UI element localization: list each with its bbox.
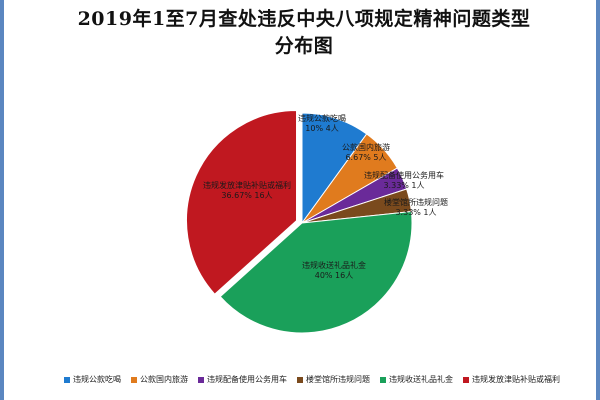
- slice-label-value: 36.67% 16人: [221, 191, 272, 200]
- legend-label: 楼堂馆所违规问题: [306, 375, 370, 384]
- slice-label-value: 3.33% 1人: [395, 208, 436, 217]
- slice-label-name: 违规公款吃喝: [298, 113, 346, 123]
- legend-label: 违规收送礼品礼金: [389, 375, 453, 384]
- legend-label: 违规配备使用公务用车: [207, 375, 287, 384]
- legend-item: 公款国内旅游: [131, 374, 188, 385]
- legend-label: 违规发放津贴补贴或福利: [472, 375, 560, 384]
- slice-label-value: 40% 16人: [315, 271, 354, 280]
- chart-title: 2019年1至7月查处违反中央八项规定精神问题类型: [77, 8, 531, 30]
- legend-item: 违规配备使用公务用车: [198, 374, 287, 385]
- legend-item: 违规公款吃喝: [64, 374, 121, 385]
- legend-item: 楼堂馆所违规问题: [297, 374, 370, 385]
- slice-label-value: 10% 4人: [305, 124, 338, 133]
- legend-label: 违规公款吃喝: [73, 375, 121, 384]
- legend-swatch: [64, 376, 70, 383]
- chart-legend: 违规公款吃喝 公款国内旅游 违规配备使用公务用车 楼堂馆所违规问题 违规收送礼品礼金 违规…: [64, 374, 584, 385]
- pie-slice: [186, 110, 298, 295]
- legend-swatch: [380, 376, 386, 383]
- slice-label-name: 违规收送礼品礼金: [302, 260, 366, 270]
- pie-slice: [219, 210, 413, 334]
- slice-label-name: 违规发放津贴补贴或福利: [203, 180, 291, 190]
- chart-title-line2: 分布图: [274, 35, 334, 57]
- legend-swatch: [297, 376, 303, 383]
- slice-label-name: 楼堂馆所违规问题: [384, 197, 448, 207]
- legend-label: 公款国内旅游: [140, 375, 188, 384]
- slice-label-value: 3.33% 1人: [383, 181, 424, 190]
- slice-label-value: 6.67% 5人: [345, 153, 386, 162]
- slice-label-name: 公款国内旅游: [342, 142, 390, 152]
- slice-label-name: 违规配备使用公务用车: [364, 170, 444, 180]
- legend-item: 违规发放津贴补贴或福利: [463, 374, 560, 385]
- legend-swatch: [131, 376, 137, 383]
- legend-item: 违规收送礼品礼金: [380, 374, 453, 385]
- legend-swatch: [463, 376, 469, 383]
- legend-swatch: [198, 376, 204, 383]
